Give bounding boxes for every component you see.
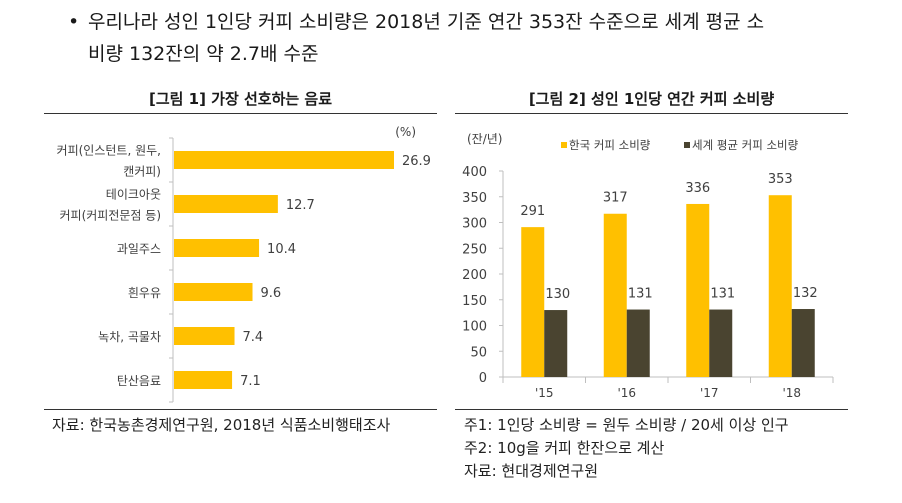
bar-2 — [174, 239, 260, 257]
y-axis-unit: (잔/년) — [467, 132, 503, 146]
data-label-3: 9.6 — [261, 286, 282, 301]
y-tick-label: 50 — [470, 345, 487, 360]
category-label-2: 과일주스 — [117, 242, 161, 256]
data-label-world-1: 131 — [628, 287, 653, 302]
bar-0 — [174, 151, 394, 169]
summary-line-1: 우리나라 성인 1인당 커피 소비량은 2018년 기준 연간 353잔 수준으… — [88, 11, 765, 33]
legend-swatch-korea — [561, 142, 567, 148]
data-label-1: 12.7 — [286, 198, 315, 213]
y-tick-label: 300 — [462, 217, 487, 232]
figure1-bottom-rule — [44, 409, 437, 410]
data-label-korea-2: 336 — [685, 181, 710, 196]
data-label-korea-3: 353 — [768, 172, 793, 187]
y-tick-label: 400 — [462, 165, 487, 180]
figure1-top-rule — [44, 113, 437, 114]
data-label-world-2: 131 — [710, 287, 735, 302]
figure2-bottom-rule — [455, 409, 848, 410]
legend-label-korea: 한국 커피 소비량 — [569, 138, 651, 152]
bar-3 — [174, 283, 253, 301]
figure2-source: 자료: 현대경제연구원 — [464, 462, 599, 480]
legend-swatch-world — [684, 142, 690, 148]
x-tick-label-0: '15 — [535, 386, 554, 400]
bar-korea-0 — [521, 227, 545, 377]
unit-label: (%) — [395, 125, 416, 139]
bar-world-3 — [791, 309, 815, 377]
x-tick-label-3: '18 — [782, 386, 801, 400]
y-tick-label: 150 — [462, 294, 487, 309]
bar-world-0 — [544, 310, 568, 377]
data-label-world-0: 130 — [545, 287, 570, 302]
data-label-world-3: 132 — [793, 286, 818, 301]
data-label-4: 7.4 — [243, 330, 264, 345]
bar-korea-3 — [768, 195, 792, 377]
bar-korea-1 — [603, 213, 627, 377]
data-label-0: 26.9 — [402, 154, 431, 169]
category-label-3: 흰우유 — [128, 286, 161, 300]
bar-world-1 — [626, 309, 650, 377]
bar-1 — [174, 195, 278, 213]
y-tick-label: 250 — [462, 242, 487, 257]
figure1-title: [그림 1] 가장 선호하는 음료 — [148, 90, 333, 108]
category-label-4: 녹차, 곡물차 — [98, 330, 161, 344]
data-label-korea-0: 291 — [520, 204, 545, 219]
bar-world-2 — [709, 309, 733, 377]
y-tick-label: 0 — [479, 371, 487, 386]
legend-label-world: 세계 평균 커피 소비량 — [692, 138, 799, 152]
category-label-1: 테이크아웃 — [106, 188, 161, 202]
category-label-0: 캔커피) — [123, 165, 161, 179]
x-tick-label-2: '17 — [700, 386, 719, 400]
bar-4 — [174, 327, 235, 345]
bar-5 — [174, 371, 233, 389]
data-label-5: 7.1 — [240, 374, 261, 389]
category-label-5: 탄산음료 — [117, 374, 161, 388]
figure2-title: [그림 2] 성인 1인당 연간 커피 소비량 — [528, 90, 775, 108]
category-label-0: 커피(인스턴트, 원두, — [57, 144, 161, 158]
figure1-source: 자료: 한국농촌경제연구원, 2018년 식품소비행태조사 — [52, 416, 391, 434]
x-tick-label-1: '16 — [617, 386, 636, 400]
category-label-1: 커피(커피전문점 등) — [60, 209, 162, 223]
figure2-note-2: 주2: 10g을 커피 한잔으로 계산 — [464, 439, 665, 457]
y-tick-label: 100 — [462, 320, 487, 335]
data-label-2: 10.4 — [267, 242, 296, 257]
data-label-korea-1: 317 — [603, 191, 628, 206]
summary-line-2: 비량 132잔의 약 2.7배 수준 — [88, 43, 319, 65]
figure2-top-rule — [455, 113, 848, 114]
bar-korea-2 — [686, 203, 710, 377]
y-tick-label: 350 — [462, 191, 487, 206]
y-tick-label: 200 — [462, 268, 487, 283]
figure2-note-1: 주1: 1인당 소비량 = 원두 소비량 / 20세 이상 인구 — [464, 416, 789, 434]
bullet-icon: • — [68, 11, 80, 33]
summary-bullet: • 우리나라 성인 1인당 커피 소비량은 2018년 기준 연간 353잔 수… — [68, 6, 878, 70]
